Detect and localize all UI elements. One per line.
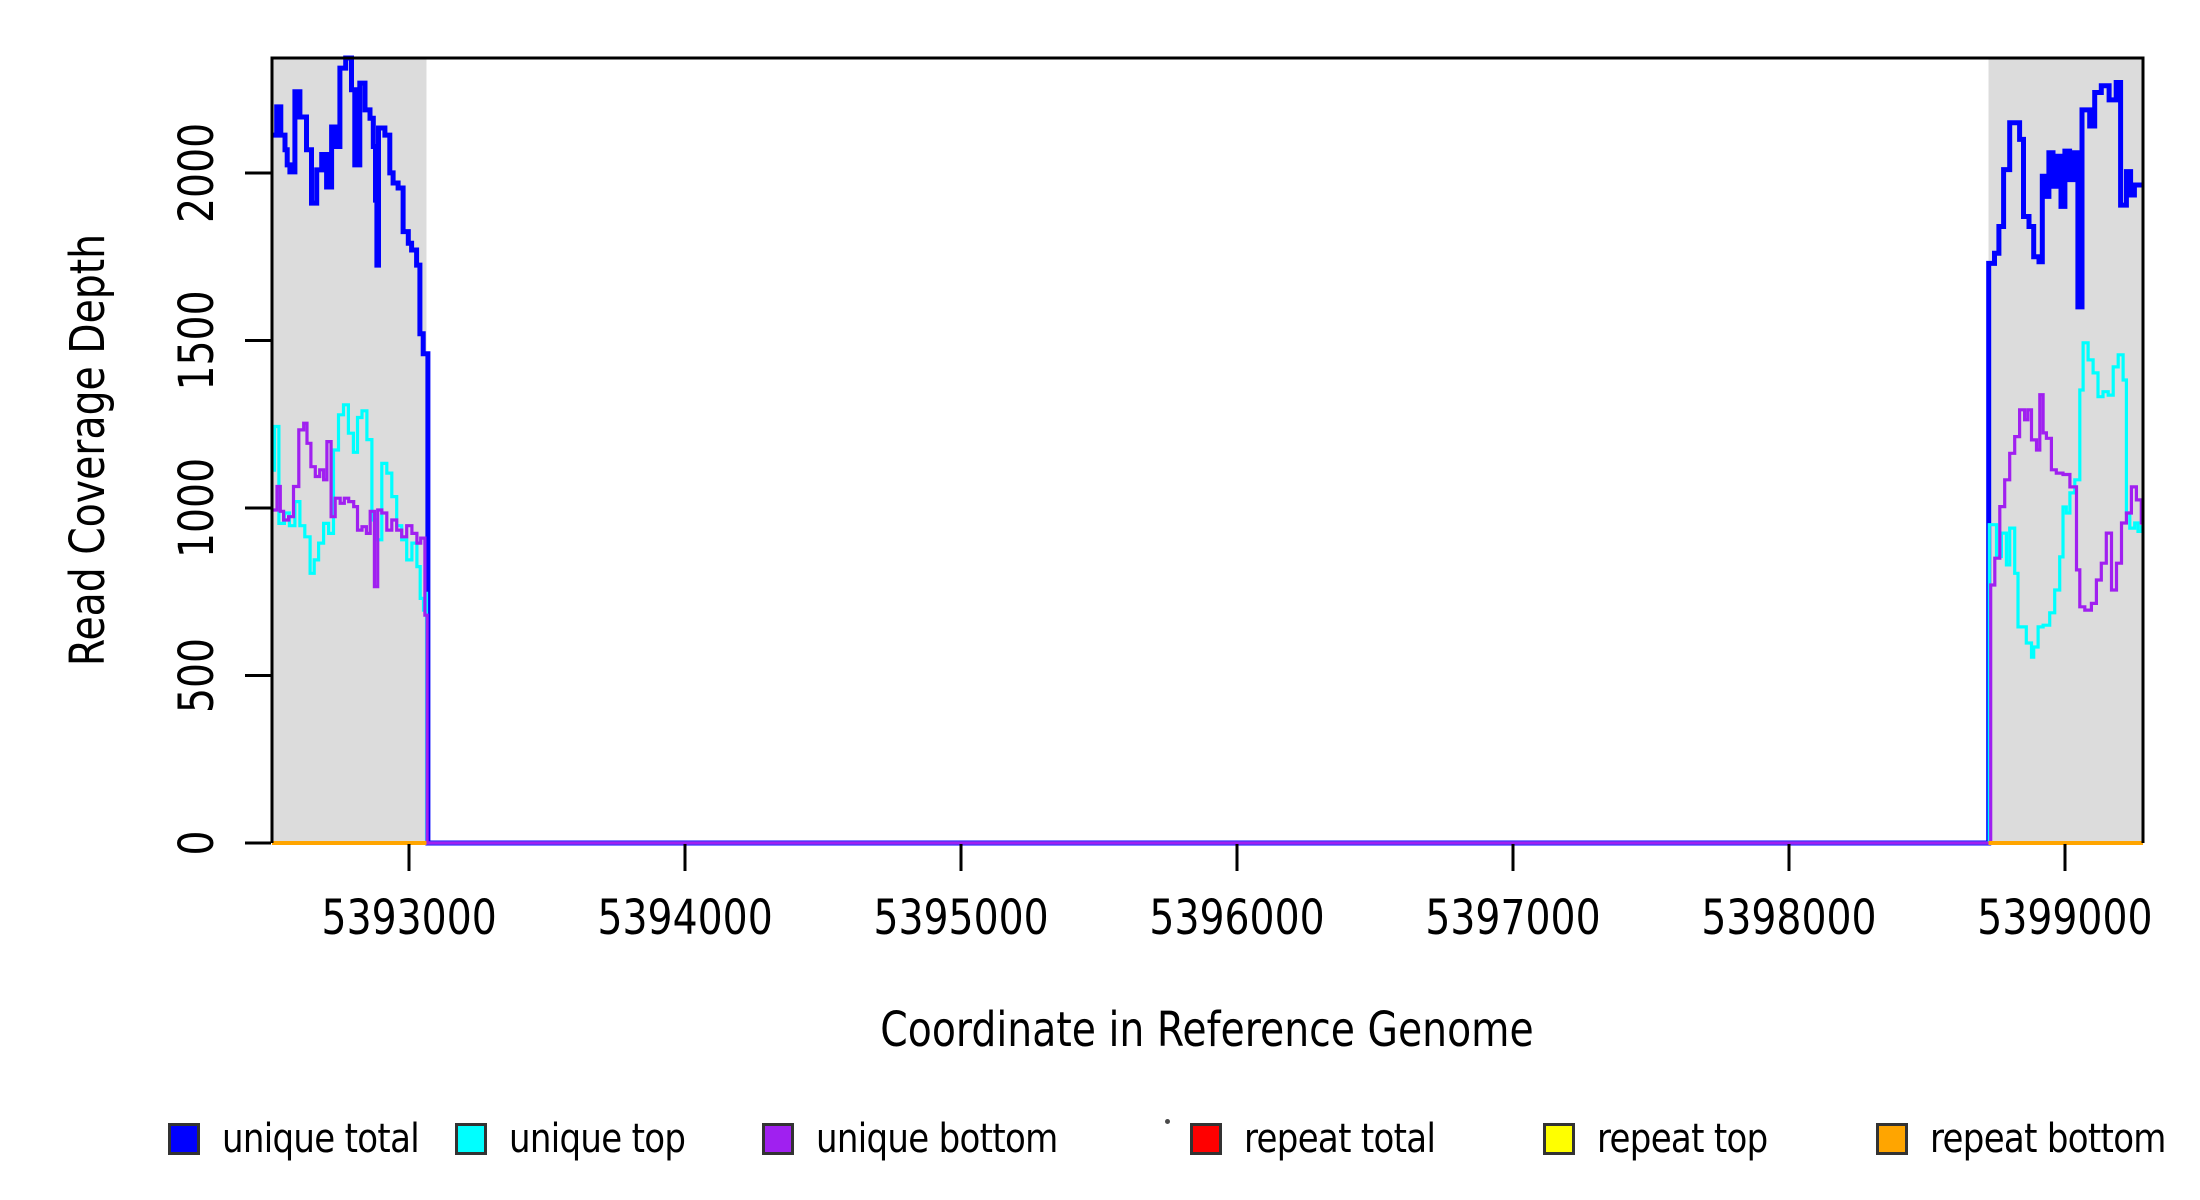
legend-swatch-icon xyxy=(168,1123,200,1155)
y-tick-label: 0 xyxy=(169,830,225,855)
legend-item-label: unique top xyxy=(509,1116,686,1162)
legend-item: repeat bottom xyxy=(1876,1116,2200,1162)
covered-region-shade xyxy=(272,58,427,843)
legend-swatch-icon xyxy=(1543,1123,1575,1155)
legend-item-label: unique bottom xyxy=(816,1116,1058,1162)
legend-item-label: repeat top xyxy=(1597,1116,1768,1162)
x-axis-title: Coordinate in Reference Genome xyxy=(880,1002,1533,1058)
legend-item: unique total xyxy=(168,1116,454,1162)
legend-swatch-icon xyxy=(1190,1123,1222,1155)
y-tick-label: 2000 xyxy=(169,123,225,223)
x-tick-label: 5397000 xyxy=(1425,890,1600,946)
plot-border-frame xyxy=(270,56,2145,843)
y-tick-label: 1000 xyxy=(169,458,225,558)
legend-item: repeat total xyxy=(1190,1116,1469,1162)
legend-swatch-icon xyxy=(1876,1123,1908,1155)
legend-item: unique bottom xyxy=(762,1116,1100,1162)
x-tick-label: 5393000 xyxy=(322,890,497,946)
legend-item-label: repeat bottom xyxy=(1930,1116,2166,1162)
series-unique-top xyxy=(272,341,2143,845)
series-unique-bottom xyxy=(272,393,2143,845)
x-tick-label: 5395000 xyxy=(873,890,1048,946)
x-tick-label: 5399000 xyxy=(1977,890,2152,946)
legend-item-label: unique total xyxy=(222,1116,420,1162)
y-tick-label: 500 xyxy=(169,638,225,713)
legend-swatch-icon xyxy=(455,1123,487,1155)
y-tick-label: 1500 xyxy=(169,290,225,390)
legend-swatch-icon xyxy=(762,1123,794,1155)
x-tick-label: 5396000 xyxy=(1149,890,1324,946)
x-tick-label: 5394000 xyxy=(597,890,772,946)
x-tick-label: 5398000 xyxy=(1701,890,1876,946)
stray-dot xyxy=(1165,1119,1170,1124)
legend-item: unique top xyxy=(455,1116,716,1162)
legend: unique total unique top unique bottom repea… xyxy=(0,0,2200,1162)
legend-item-label: repeat total xyxy=(1244,1116,1436,1162)
legend-item: repeat top xyxy=(1543,1116,1798,1162)
y-axis-title: Read Coverage Depth xyxy=(60,234,116,666)
series-unique-total xyxy=(272,55,2143,846)
